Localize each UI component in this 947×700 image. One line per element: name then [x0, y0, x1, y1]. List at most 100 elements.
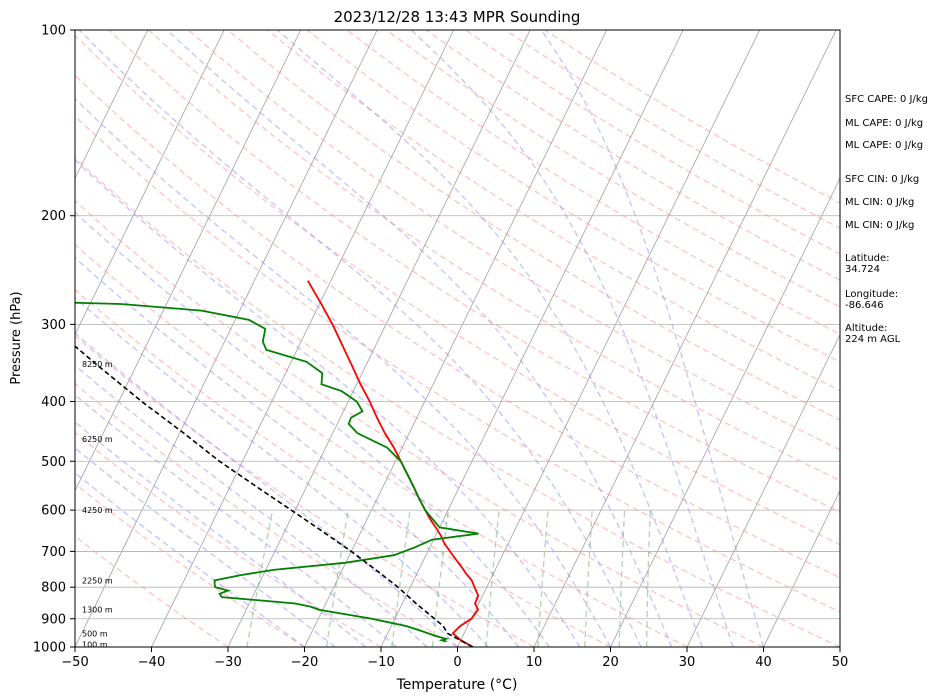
dewpoint-profile-line: [75, 301, 479, 643]
moist-adiabat-line: [75, 332, 458, 647]
isotherm-line: [75, 30, 302, 492]
stats-text: ML CAPE: 0 J/kg: [845, 118, 923, 129]
x-tick-label: 40: [755, 655, 772, 670]
isotherm-line: [380, 30, 684, 647]
dry-adiabat-line: [187, 30, 840, 451]
dry-adiabat-line: [75, 288, 611, 647]
y-axis-title: Pressure (hPa): [9, 291, 24, 384]
chart-title: 2023/12/28 13:43 MPR Sounding: [334, 8, 581, 26]
dry-adiabat-line: [75, 535, 229, 647]
y-tick-label: 400: [41, 395, 66, 410]
background-lines: [75, 30, 840, 647]
dry-adiabat-line: [346, 30, 840, 335]
moist-adiabat-line: [75, 393, 397, 647]
moist-adiabat-line: [75, 447, 336, 647]
moist-adiabat-line: [540, 30, 765, 647]
sounding-profiles: [75, 280, 480, 647]
dry-adiabat-line: [148, 30, 840, 482]
x-tick-label: 0: [453, 655, 461, 670]
y-tick-label: 800: [41, 581, 66, 596]
y-tick-label: 900: [41, 612, 66, 627]
stats-text: Latitude:: [845, 253, 890, 264]
dry-adiabat-line: [227, 30, 840, 421]
isotherm-line: [151, 30, 455, 647]
x-tick-label: −10: [367, 655, 394, 670]
isotherm-line: [763, 489, 840, 647]
moist-adiabat-line: [75, 256, 520, 647]
height-labels: 8250 m 6250 m 4250 m 2250 m 1300 m 500 m 100 m: [82, 360, 113, 649]
mixing-ratio-line: [246, 509, 274, 647]
mixing-ratio-line: [645, 510, 651, 647]
dry-adiabat-line: [75, 335, 535, 647]
x-axis-title: Temperature (°C): [396, 677, 518, 693]
height-label: 8250 m: [82, 360, 113, 369]
plot-frame: [74, 29, 841, 648]
y-axis: 1000 900 800 700 600 500 400 300 200 100: [33, 24, 75, 656]
moist-adiabat-line: [410, 30, 734, 647]
dry-adiabat-line: [306, 30, 840, 363]
isotherm-line: [610, 177, 840, 647]
y-tick-label: 300: [41, 318, 66, 333]
dry-adiabat-line: [75, 74, 840, 579]
stats-text: 224 m AGL: [845, 334, 901, 345]
dry-adiabat-line: [75, 34, 840, 546]
y-tick-label: 500: [41, 455, 66, 470]
x-tick-label: −40: [138, 655, 165, 670]
height-label: 100 m: [82, 640, 108, 649]
moist-adiabat-line: [78, 30, 642, 647]
mixing-ratio-line: [618, 510, 626, 647]
stats-text: 34.724: [845, 264, 880, 275]
isotherm-line: [75, 30, 149, 180]
temperature-profile-line: [307, 280, 480, 647]
y-tick-label: 700: [41, 545, 66, 560]
height-label: 2250 m: [82, 576, 113, 585]
height-label: 4250 m: [82, 506, 113, 515]
moist-adiabat-line: [75, 364, 428, 647]
mixing-ratio-line: [431, 510, 450, 647]
isotherm-line: [75, 30, 378, 647]
stats-text: Altitude:: [845, 323, 887, 334]
stats-text: -86.646: [845, 300, 884, 311]
isotherm-line: [457, 30, 761, 647]
isotherm-line: [686, 333, 840, 647]
x-tick-label: 20: [602, 655, 619, 670]
dry-adiabat-line: [75, 382, 458, 647]
stats-text: SFC CAPE: 0 J/kg: [845, 94, 928, 105]
moist-adiabat-line: [75, 471, 305, 647]
mixing-ratio-line: [537, 510, 549, 647]
pressure-gridlines: [75, 29, 840, 648]
x-tick-label: 10: [526, 655, 543, 670]
stats-text: ML CAPE: 0 J/kg: [845, 140, 923, 151]
moist-adiabat-line: [75, 421, 367, 647]
moist-adiabat-line: [75, 97, 612, 647]
moist-adiabat-line: [75, 211, 550, 647]
y-tick-label: 100: [41, 24, 66, 39]
stats-text: Longitude:: [845, 289, 898, 300]
dry-adiabat-line: [75, 156, 840, 647]
y-tick-label: 1000: [33, 641, 66, 656]
stats-text: ML CIN: 0 J/kg: [845, 220, 914, 231]
stats-text: SFC CIN: 0 J/kg: [845, 174, 919, 185]
x-tick-label: 30: [679, 655, 696, 670]
isotherm-line: [227, 30, 531, 647]
x-tick-label: −20: [291, 655, 318, 670]
dry-adiabat-line: [75, 431, 382, 647]
isotherm-line: [533, 30, 837, 647]
dry-adiabat-line: [75, 115, 840, 613]
y-tick-label: 600: [41, 504, 66, 519]
isotherm-line: [75, 30, 225, 336]
x-tick-label: −50: [61, 655, 88, 670]
dry-adiabat-line: [108, 30, 840, 513]
x-axis: −50 −40 −30 −20 −10 0 10 20 30 40 50: [61, 647, 848, 670]
height-label: 6250 m: [82, 435, 113, 444]
parcel-profile-line: [75, 345, 474, 647]
moist-adiabat-line: [75, 159, 581, 647]
stats-panel: SFC CAPE: 0 J/kg ML CAPE: 0 J/kg ML CAPE: …: [845, 94, 928, 345]
x-tick-label: 50: [832, 655, 849, 670]
x-tick-label: −30: [214, 655, 241, 670]
isotherm-line: [304, 30, 608, 647]
stats-text: ML CIN: 0 J/kg: [845, 197, 914, 208]
height-label: 1300 m: [82, 606, 113, 615]
height-label: 500 m: [82, 629, 108, 638]
